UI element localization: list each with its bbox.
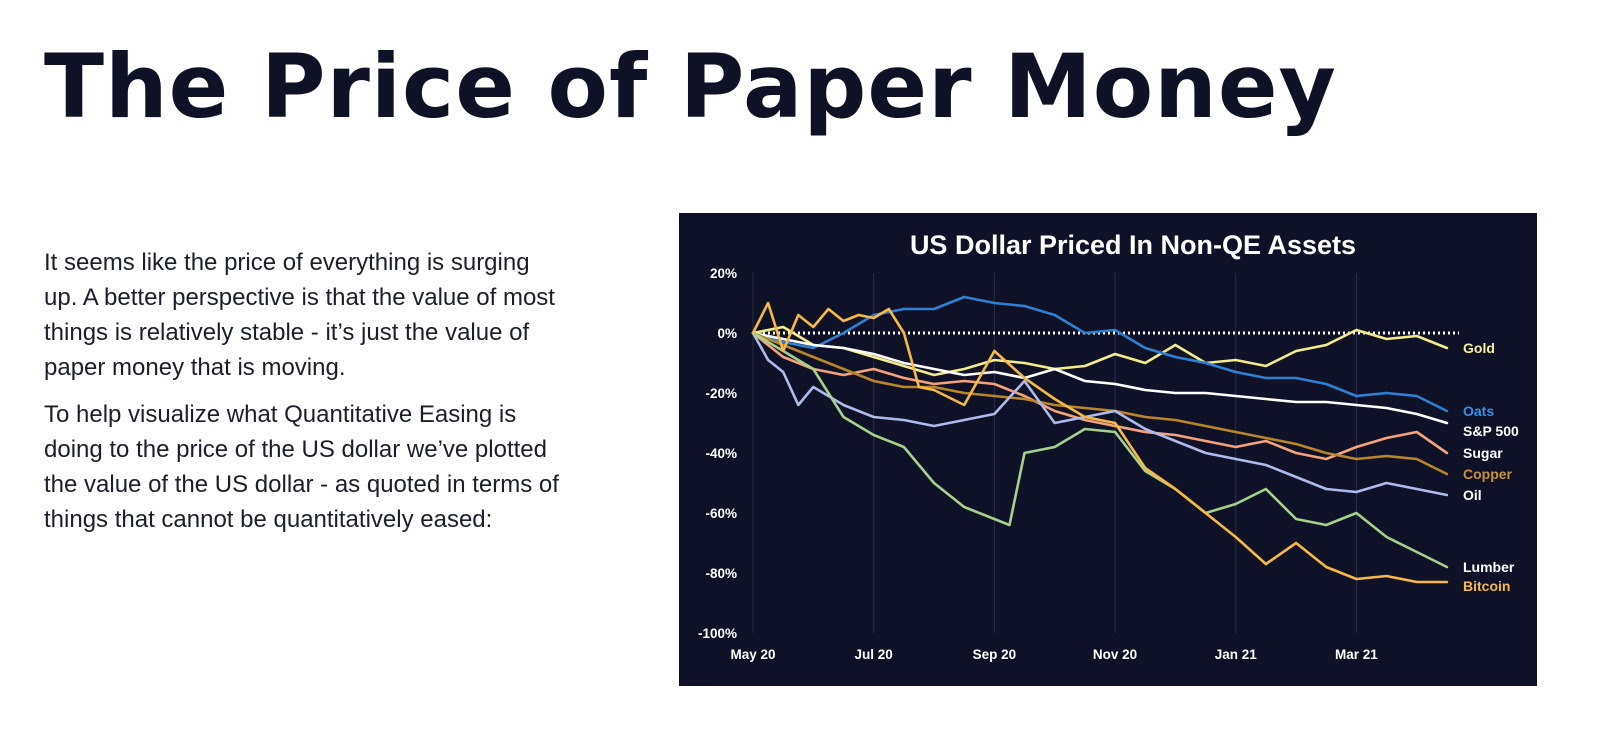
chart-grid [752,273,1357,633]
x-tick-label: May 20 [730,647,775,662]
series-line-copper [751,331,1449,476]
series-label-oats: Oats [1463,403,1494,419]
series-label-lumber: Lumber [1463,559,1515,575]
chart-panel: US Dollar Priced In Non-QE Assets 20% 0% -… [679,213,1537,686]
series-layer [751,295,1449,584]
intro-paragraph: It seems like the price of everything is… [44,249,555,381]
series-label-s-p-500: S&P 500 [1463,423,1519,439]
x-tick-label: Mar 21 [1335,647,1378,662]
y-axis-ticks: 20% 0% -20% -40% -60% -80% -100% [698,266,737,641]
x-axis-ticks: May 20 Jul 20 Sep 20 Nov 20 Jan 21 Mar 21 [730,647,1378,662]
x-tick-label: Jul 20 [855,647,893,662]
series-labels: Gold Oats S&P 500 Sugar Copper Oil Lumber Bitco… [1463,340,1519,594]
body-text: It seems like the price of everything is… [44,245,564,549]
slide-title: The Price of Paper Money [44,35,1337,138]
y-tick-label: -80% [705,566,737,581]
y-tick-label: 20% [710,266,737,281]
chart-canvas: US Dollar Priced In Non-QE Assets 20% 0% -… [698,230,1519,662]
series-label-gold: Gold [1463,340,1495,356]
series-line-lumber [751,331,1449,569]
chart-title: US Dollar Priced In Non-QE Assets [910,230,1356,260]
series-label-sugar: Sugar [1463,445,1503,461]
y-tick-label: -40% [705,446,737,461]
explanation-paragraph: To help visualize what Quantitative Easi… [44,401,559,533]
x-tick-label: Jan 21 [1215,647,1258,662]
y-tick-label: 0% [717,326,737,341]
series-line-gold [751,325,1449,377]
series-line-bitcoin [751,301,1449,584]
series-label-copper: Copper [1463,466,1513,482]
y-tick-label: -20% [705,386,737,401]
series-label-oil: Oil [1463,487,1482,503]
x-tick-label: Sep 20 [973,647,1017,662]
series-line-oil [751,331,1449,497]
x-tick-label: Nov 20 [1093,647,1137,662]
y-tick-label: -100% [698,626,737,641]
series-line-s-p-500 [751,331,1449,425]
series-label-bitcoin: Bitcoin [1463,578,1510,594]
series-line-sugar [751,331,1449,461]
series-line-oats [751,295,1449,413]
y-tick-label: -60% [705,506,737,521]
